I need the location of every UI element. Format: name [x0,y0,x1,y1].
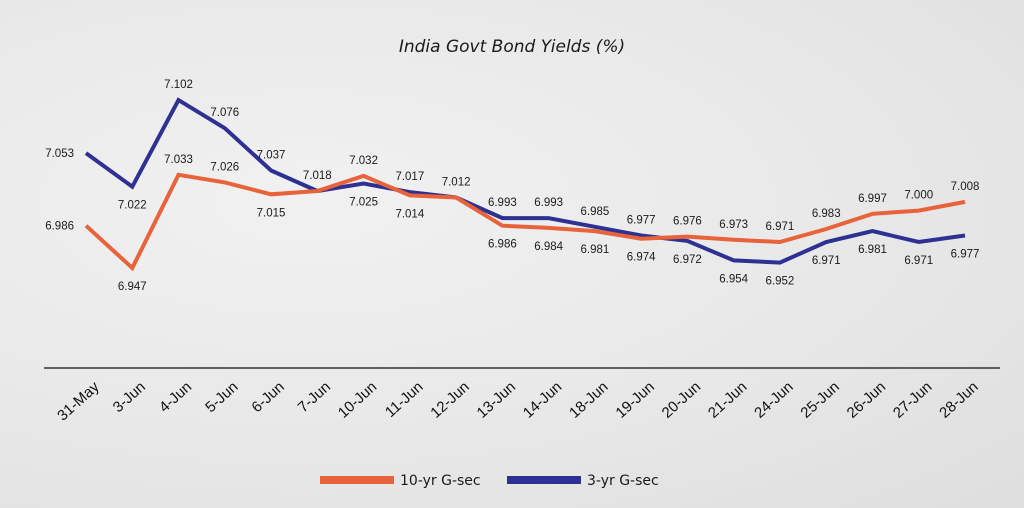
legend-swatch-3yr [507,476,581,484]
data-label-3yr: 6.954 [719,273,748,285]
data-label-3yr: 7.022 [118,200,147,212]
x-tick-label: 10-Jun [335,378,380,421]
data-label-3yr: 7.017 [395,171,424,183]
data-label-3yr: 6.985 [581,206,610,218]
legend-label-10yr: 10-yr G-sec [400,473,481,489]
data-label-10yr: 7.000 [904,190,933,202]
x-tick-label: 31-May [54,378,103,424]
data-label-3yr: 6.993 [534,197,563,209]
chart-title: India Govt Bond Yields (%) [399,37,625,57]
legend: 10-yr G-sec 3-yr G-sec [320,473,659,489]
x-tick-label: 20-Jun [659,378,704,421]
x-tick-label: 25-Jun [797,378,842,421]
data-label-10yr: 7.032 [349,155,378,167]
data-label-10yr: 7.014 [395,208,424,220]
legend-label-3yr: 3-yr G-sec [587,473,659,489]
x-tick-label: 13-Jun [474,378,519,421]
x-tick-label: 3-Jun [110,378,149,416]
x-tick-label: 28-Jun [936,378,981,421]
x-tick-label: 24-Jun [751,378,796,421]
data-label-3yr: 7.037 [257,149,286,161]
x-tick-label: 14-Jun [520,378,565,421]
x-tick-label: 7-Jun [295,378,334,416]
data-label-3yr: 6.972 [673,254,702,266]
data-label-10yr: 6.947 [118,281,147,293]
data-label-10yr: 7.026 [210,161,239,173]
data-label-10yr: 6.981 [581,244,610,256]
data-label-3yr: 7.012 [442,177,471,189]
data-label-3yr: 7.025 [349,196,378,208]
data-labels: 7.053 7.022 7.102 7.076 7.037 7.018 7.025 7.017… [45,79,979,293]
data-label-3yr: 6.993 [488,197,517,209]
data-label-3yr: 6.981 [858,244,887,256]
x-tick-label: 5-Jun [202,378,241,416]
x-tick-label: 19-Jun [612,378,657,421]
legend-swatch-10yr [320,476,394,484]
series-line-10yr [84,172,966,272]
data-label-3yr: 6.952 [766,276,795,288]
data-label-10yr: 6.971 [766,221,795,233]
data-label-10yr: 6.976 [673,216,702,228]
data-label-10yr: 6.986 [488,239,517,251]
data-label-10yr: 6.983 [812,208,841,220]
data-label-10yr: 6.973 [719,219,748,231]
data-label-3yr: 6.971 [904,255,933,267]
data-label-3yr: 7.018 [303,170,332,182]
data-label-3yr: 7.076 [210,107,239,119]
x-tick-label: 11-Jun [382,378,427,421]
data-label-10yr: 6.997 [858,193,887,205]
data-label-10yr: 7.008 [951,181,980,193]
series-layer [84,97,966,272]
x-tick-label: 12-Jun [427,378,472,421]
x-tick-label: 27-Jun [890,378,935,421]
data-label-10yr: 7.015 [257,207,286,219]
data-label-10yr: 7.033 [164,154,193,166]
data-label-3yr: 6.971 [812,255,841,267]
data-label-10yr: 6.984 [534,241,563,253]
series-line-3yr [84,97,966,265]
x-tick-label: 6-Jun [248,378,287,416]
data-label-10yr: 6.974 [627,252,656,264]
x-tick-label: 26-Jun [844,378,889,421]
data-label-3yr: 6.977 [627,214,656,226]
x-axis-ticks: 31-May 3-Jun 4-Jun 5-Jun 6-Jun 7-Jun 10-Jun 11-… [54,378,982,424]
x-tick-label: 21-Jun [705,378,750,421]
data-label-10yr: 6.986 [45,221,74,233]
x-tick-label: 18-Jun [566,378,611,421]
x-tick-label: 4-Jun [156,378,195,416]
data-label-3yr: 6.977 [951,248,980,260]
data-label-3yr: 7.053 [45,148,74,160]
data-label-3yr: 7.102 [164,79,193,91]
